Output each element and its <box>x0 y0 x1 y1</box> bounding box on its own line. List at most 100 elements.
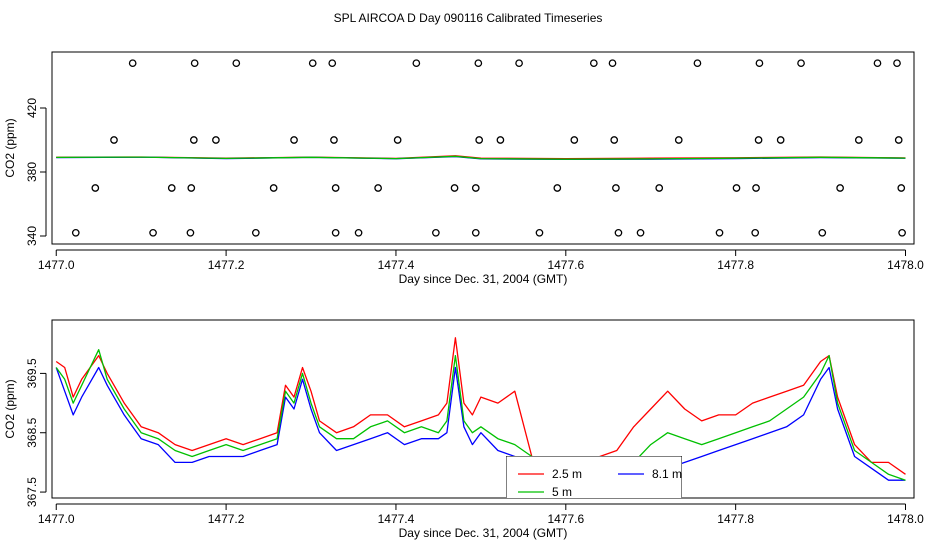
data-point <box>836 184 844 192</box>
series-line-8-1-m <box>55 366 906 487</box>
data-point <box>612 184 620 192</box>
data-point <box>475 136 484 144</box>
y-tick-label: 380 <box>25 162 39 182</box>
legend-label: 5 m <box>552 485 572 499</box>
top-panel: 1477.0 1477.2 1477.4 1477.6 1477.8 1478.0 Day … <box>3 51 924 286</box>
y-axis-label: CO2 (ppm) <box>3 118 17 177</box>
x-tick-label: 1477.6 <box>547 258 584 272</box>
data-point <box>128 59 137 68</box>
data-point <box>328 59 337 68</box>
data-point <box>374 184 382 192</box>
x-tick-label: 1477.0 <box>38 512 75 526</box>
data-point <box>897 184 906 192</box>
x-tick-label: 1477.6 <box>547 512 584 526</box>
x-tick-label: 1477.0 <box>38 258 75 272</box>
data-point <box>797 59 805 68</box>
legend-label: 8.1 m <box>652 467 682 481</box>
data-point <box>608 59 617 68</box>
data-point <box>893 59 901 68</box>
data-point <box>232 59 241 68</box>
data-point <box>393 136 402 144</box>
x-tick-label: 1478.0 <box>887 512 924 526</box>
y-axis-label: CO2 (ppm) <box>3 379 17 438</box>
x-axis-label: Day since Dec. 31, 2004 (GMT) <box>399 526 568 540</box>
x-tick-label: 1477.4 <box>378 512 415 526</box>
x-tick-label: 1477.4 <box>378 258 415 272</box>
data-point <box>186 228 195 237</box>
data-point <box>755 59 764 68</box>
legend: 2.5 m 8.1 m 5 m <box>506 456 682 499</box>
x-axis-label: Day since Dec. 31, 2004 (GMT) <box>399 272 568 286</box>
data-point <box>589 59 598 68</box>
data-point <box>474 59 483 68</box>
x-tick-label: 1477.2 <box>208 512 245 526</box>
data-point <box>535 228 544 237</box>
data-point <box>570 136 579 144</box>
data-point <box>776 136 785 144</box>
data-point <box>212 136 220 144</box>
legend-label: 2.5 m <box>552 467 582 481</box>
data-point <box>432 228 440 237</box>
y-tick-label: 367.5 <box>25 477 39 507</box>
legend-body: 2.5 m 8.1 m 5 m <box>506 456 682 499</box>
data-point <box>732 184 741 192</box>
data-point <box>190 59 199 68</box>
bottom-panel: 1477.0 1477.2 1477.4 1477.6 1477.8 1478.0 Day … <box>3 319 924 540</box>
data-point <box>674 136 683 144</box>
data-point <box>290 136 298 144</box>
plot-area <box>56 155 906 161</box>
data-point <box>471 228 480 237</box>
data-point <box>251 228 260 237</box>
data-point <box>308 59 317 68</box>
plot-area <box>55 337 906 487</box>
x-tick-label: 1478.0 <box>887 258 924 272</box>
series-line-5-m <box>56 155 906 160</box>
series-line-2-5-m <box>55 337 906 475</box>
data-point <box>754 136 763 144</box>
data-point <box>854 136 863 144</box>
y-tick-label: 369.5 <box>25 358 39 388</box>
data-point <box>71 228 80 237</box>
data-point <box>751 228 760 237</box>
data-point <box>331 228 340 237</box>
data-point <box>412 59 421 68</box>
data-point <box>636 228 645 237</box>
data-point <box>269 184 278 192</box>
data-point <box>818 228 827 237</box>
data-point <box>873 59 882 68</box>
data-point <box>330 136 338 144</box>
data-point <box>187 184 196 192</box>
data-point <box>752 184 760 192</box>
x-tick-label: 1477.8 <box>717 512 754 526</box>
data-point <box>354 228 363 237</box>
series-line-5-m <box>55 349 906 481</box>
y-tick-label: 420 <box>25 98 39 118</box>
plot-frame <box>51 51 915 245</box>
data-point <box>715 228 724 237</box>
data-point <box>331 184 340 192</box>
x-tick-label: 1477.2 <box>208 258 245 272</box>
y-tick-label: 340 <box>25 226 39 246</box>
data-point <box>655 184 664 192</box>
data-point <box>149 228 157 237</box>
data-point <box>496 136 505 144</box>
data-point <box>693 59 702 68</box>
data-point <box>553 184 562 192</box>
data-point <box>894 136 903 144</box>
data-point <box>898 228 906 237</box>
x-tick-label: 1477.8 <box>717 258 754 272</box>
plot-frame <box>51 319 915 499</box>
data-point <box>167 184 176 192</box>
figure-title: SPL AIRCOA D Day 090116 Calibrated Times… <box>334 11 603 25</box>
legend-box <box>506 456 682 498</box>
data-point <box>471 184 480 192</box>
y-tick-label: 368.5 <box>25 417 39 447</box>
data-point <box>189 136 198 144</box>
data-point <box>110 136 118 144</box>
data-point <box>614 228 623 237</box>
data-point <box>610 136 619 144</box>
data-point <box>91 184 100 192</box>
data-point <box>450 184 459 192</box>
